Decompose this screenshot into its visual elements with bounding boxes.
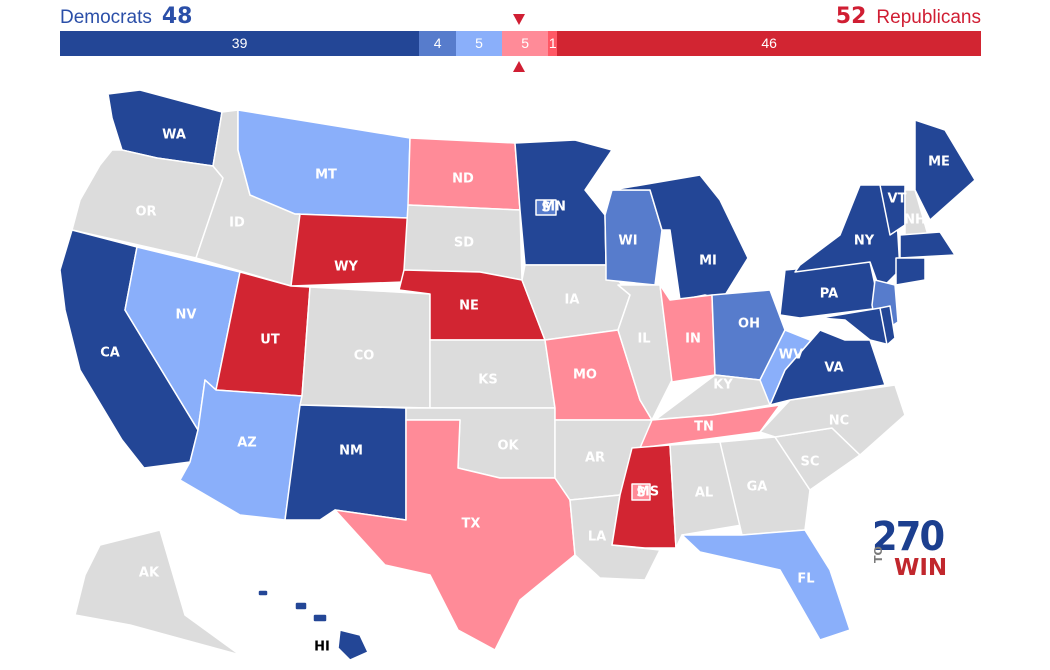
label-sd: SD xyxy=(454,236,474,251)
state-in[interactable] xyxy=(659,284,716,383)
label-ca: CA xyxy=(100,346,120,361)
label-nh: NH xyxy=(904,213,926,228)
label-ms: MS xyxy=(637,485,659,500)
label-ia: IA xyxy=(565,293,580,308)
democrats-label: Democrats xyxy=(60,7,152,28)
label-nm: NM xyxy=(339,444,363,459)
state-ma[interactable] xyxy=(899,231,956,259)
democrats-total: Democrats 48 xyxy=(60,4,202,30)
label-vt: VT xyxy=(888,192,907,207)
majority-marker-top-icon xyxy=(513,14,525,25)
label-wi: WI xyxy=(618,234,637,249)
state-tx[interactable] xyxy=(334,419,576,651)
label-fl: FL xyxy=(797,572,814,587)
bar-segment-likely-rep[interactable]: 1 xyxy=(548,31,558,56)
label-me: ME xyxy=(928,155,950,170)
label-mi: MI xyxy=(699,254,717,269)
bar-segment-safe-dem[interactable]: 39 xyxy=(60,31,420,56)
label-az: AZ xyxy=(237,436,257,451)
state-mi[interactable] xyxy=(611,174,749,301)
seat-balance-bar: 39 4 5 5 1 46 xyxy=(60,31,981,56)
label-il: IL xyxy=(637,332,650,347)
republicans-seat-count: 52 xyxy=(835,4,867,29)
majority-marker-bottom-icon xyxy=(513,61,525,72)
label-ga: GA xyxy=(747,480,768,495)
label-wy: WY xyxy=(334,260,358,275)
state-me[interactable] xyxy=(914,119,976,221)
label-nv: NV xyxy=(176,308,197,323)
state-de[interactable] xyxy=(879,305,896,346)
label-mo: MO xyxy=(573,368,597,383)
state-tn[interactable] xyxy=(639,404,781,449)
bar-segment-likely-dem[interactable]: 4 xyxy=(419,31,457,56)
state-nm[interactable] xyxy=(284,404,407,521)
label-tn: TN xyxy=(694,420,714,435)
republicans-label: Republicans xyxy=(876,7,981,28)
label-id: ID xyxy=(229,216,245,231)
label-nd: ND xyxy=(452,172,474,187)
label-hi: HI xyxy=(314,640,330,655)
state-wv[interactable] xyxy=(759,329,821,406)
label-mt: MT xyxy=(315,168,337,183)
state-co[interactable] xyxy=(299,286,431,409)
label-ms-s: S xyxy=(636,486,645,501)
state-al[interactable] xyxy=(669,441,743,549)
seat-totals-header: Democrats 48 52 Republicans xyxy=(60,4,981,30)
state-wy[interactable] xyxy=(290,213,409,287)
state-ga[interactable] xyxy=(719,436,811,536)
label-sc: SC xyxy=(801,455,820,470)
state-ak[interactable] xyxy=(74,529,241,656)
270towin-logo: 270 TO WIN xyxy=(872,514,947,583)
label-wv: WV xyxy=(779,348,803,363)
label-la: LA xyxy=(588,530,606,545)
label-in: IN xyxy=(685,332,701,347)
logo-to: TO xyxy=(872,546,885,563)
logo-win: WIN xyxy=(894,555,948,581)
label-tx: TX xyxy=(462,517,481,532)
label-al: AL xyxy=(695,486,713,501)
label-or: OR xyxy=(135,205,156,220)
label-mn: MN xyxy=(542,200,566,215)
label-ky: KY xyxy=(713,378,733,393)
label-ne: NE xyxy=(459,299,479,314)
logo-number: 270 xyxy=(872,514,945,560)
state-ct[interactable] xyxy=(895,257,926,286)
label-oh: OH xyxy=(738,317,760,332)
state-fl[interactable] xyxy=(681,529,851,641)
label-va: VA xyxy=(824,361,843,376)
bar-segment-lean-dem[interactable]: 5 xyxy=(456,31,503,56)
label-co: CO xyxy=(354,349,375,364)
state-md[interactable] xyxy=(819,307,891,346)
label-ny: NY xyxy=(854,234,875,249)
label-ks: KS xyxy=(478,373,497,388)
special-election-ms-s[interactable] xyxy=(631,483,651,501)
label-pa: PA xyxy=(820,287,838,302)
label-nc: NC xyxy=(829,414,849,429)
republicans-total: 52 Republicans xyxy=(826,4,981,30)
state-hi[interactable] xyxy=(257,589,369,661)
label-ak: AK xyxy=(139,566,160,581)
label-ut: UT xyxy=(260,333,280,348)
democrats-seat-count: 48 xyxy=(161,4,193,29)
bar-segment-lean-rep[interactable]: 5 xyxy=(502,31,549,56)
label-ar: AR xyxy=(585,451,605,466)
label-ok: OK xyxy=(497,439,519,454)
bar-segment-safe-rep[interactable]: 46 xyxy=(557,31,981,56)
special-election-mn-s[interactable] xyxy=(535,199,557,216)
label-mn-s: S xyxy=(541,201,550,216)
label-wa: WA xyxy=(162,128,186,143)
